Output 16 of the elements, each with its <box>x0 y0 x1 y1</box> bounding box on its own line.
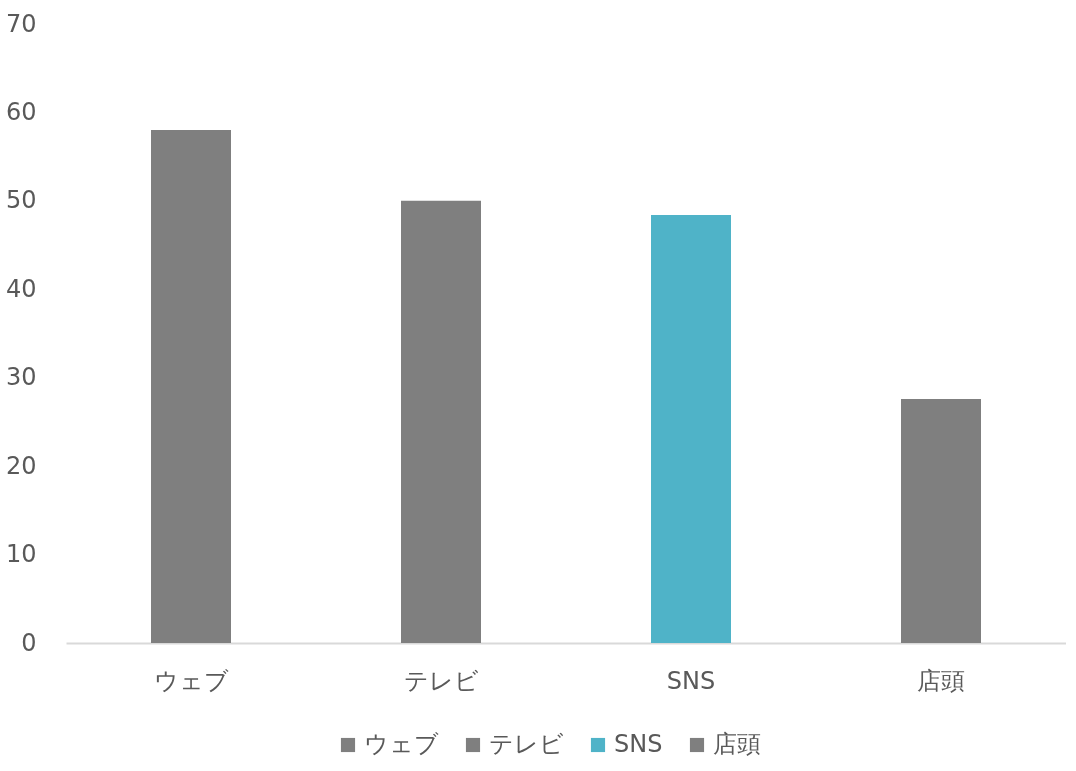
x-tick-label: 店頭 <box>917 666 965 695</box>
x-tick-label: テレビ <box>403 666 479 695</box>
y-tick-label: 20 <box>5 451 37 480</box>
x-tick-label: ウェブ <box>153 666 229 695</box>
x-tick-label: SNS <box>666 666 716 695</box>
legend-label: テレビ <box>489 730 564 758</box>
y-tick-label: 60 <box>5 97 37 126</box>
y-tick-label: 30 <box>5 363 37 392</box>
y-tick-label: 50 <box>5 186 37 215</box>
legend-label: ウェブ <box>364 730 439 758</box>
y-tick-label: 40 <box>5 274 37 303</box>
y-tick-label: 0 <box>21 628 37 657</box>
y-tick-label: 10 <box>5 540 37 569</box>
y-tick-label: 70 <box>5 9 37 38</box>
legend-label: SNS <box>614 730 663 758</box>
legend-label: 店頭 <box>713 730 761 758</box>
